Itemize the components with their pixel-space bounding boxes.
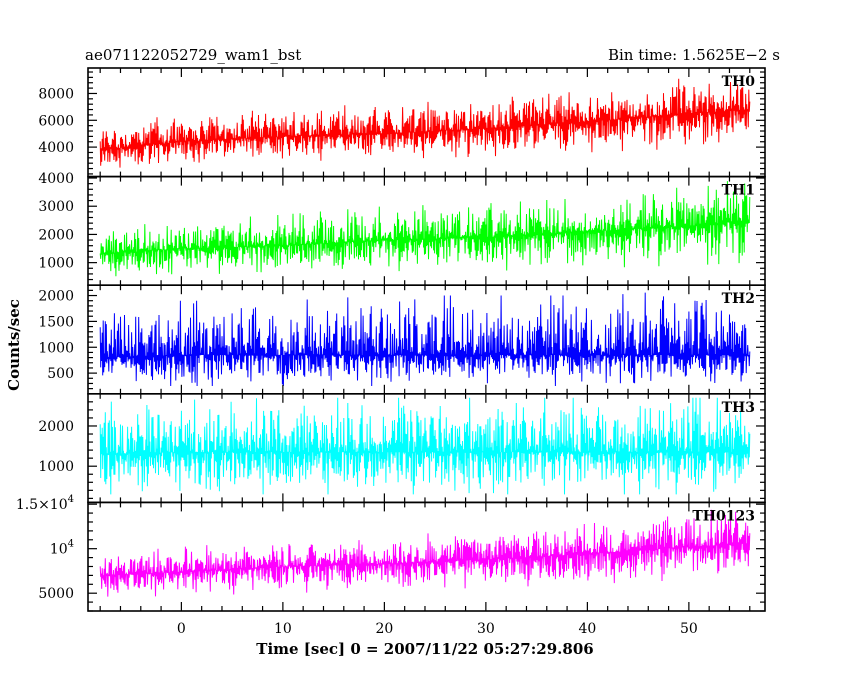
panel-label: TH3	[722, 400, 755, 416]
y-tick-label: 1500	[38, 314, 74, 330]
y-tick-label: 1.5×104	[16, 494, 74, 513]
panel-th0123: 5000 104 1.5×104 TH0123	[16, 494, 765, 611]
bin-time-label: Bin time: 1.5625E−2 s	[608, 46, 780, 64]
y-tick-label: 8000	[38, 86, 74, 102]
x-tick-label: 0	[177, 621, 186, 637]
x-tick-label: 40	[578, 621, 596, 637]
y-tick-label: 4000	[38, 140, 74, 156]
y-tick-label: 1000	[38, 459, 74, 475]
panel-th1: 1000 2000 3000 4000 TH1	[38, 171, 765, 285]
y-tick-label: 500	[47, 366, 74, 382]
y-tick-label: 104	[50, 539, 74, 558]
y-axis-title: Counts/sec	[5, 299, 23, 391]
series-th3-line	[100, 398, 750, 495]
chart-title: ae071122052729_wam1_bst	[85, 46, 301, 64]
y-tick-label: 3000	[38, 199, 74, 215]
series-th0123-line	[100, 510, 750, 597]
panel-label: TH2	[722, 291, 755, 307]
x-tick-label: 50	[680, 621, 698, 637]
x-tick-label: 10	[274, 621, 292, 637]
y-tick-label: 2000	[38, 419, 74, 435]
y-tick-label: 4000	[38, 171, 74, 187]
y-tick-label: 2000	[38, 227, 74, 243]
panel-th3: 1000 2000 TH3	[38, 394, 765, 503]
panel-th0: 4000 6000 8000 TH0	[38, 68, 765, 177]
panel-label: TH1	[722, 183, 755, 199]
panel-label: TH0123	[692, 508, 755, 524]
x-tick-label: 30	[477, 621, 495, 637]
series-th2-line	[100, 293, 750, 386]
y-tick-label: 2000	[38, 289, 74, 305]
y-tick-label: 6000	[38, 113, 74, 129]
panel-label: TH0	[722, 74, 756, 90]
x-tick-label: 20	[375, 621, 393, 637]
series-th0-line	[100, 79, 750, 168]
y-tick-label: 5000	[38, 586, 74, 602]
y-tick-label: 1000	[38, 340, 74, 356]
y-tick-label: 1000	[38, 256, 74, 272]
panel-stack: 400060008000TH01000200030004000TH1500100…	[16, 68, 765, 637]
series-th1-line	[100, 181, 750, 276]
panel-th2: 500 1000 1500 2000 TH2	[38, 285, 765, 394]
x-axis-title: Time [sec] 0 = 2007/11/22 05:27:29.806	[256, 640, 593, 658]
